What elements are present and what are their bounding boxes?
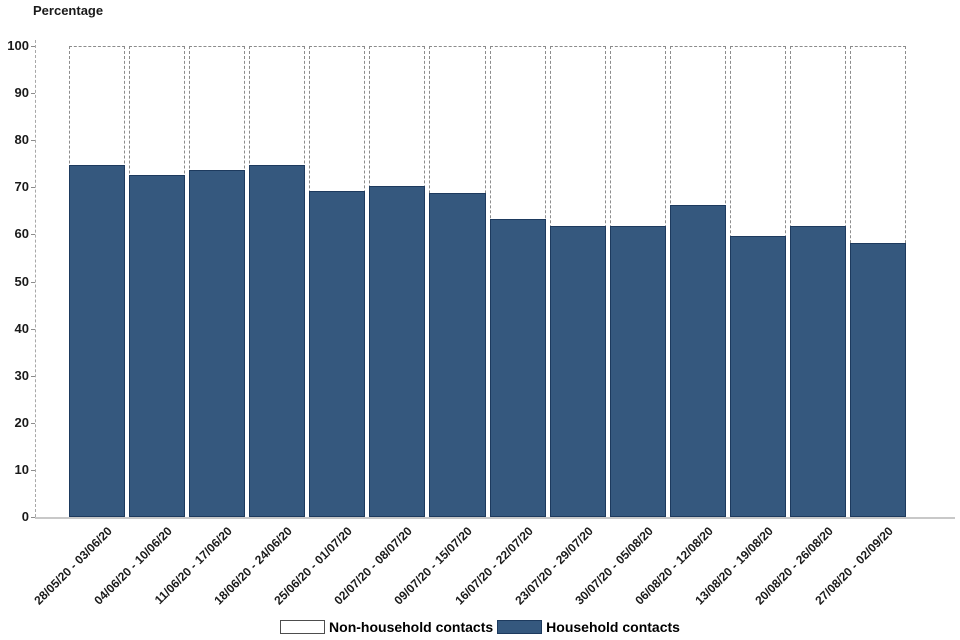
bar-household-segment bbox=[429, 193, 486, 517]
y-tick-label: 20 bbox=[14, 414, 29, 430]
x-axis-line bbox=[35, 517, 955, 519]
legend: Non-household contacts Household contact… bbox=[0, 619, 960, 635]
bar-household-segment bbox=[129, 174, 186, 517]
y-tick-label: 80 bbox=[14, 132, 29, 148]
bar-non-household-segment bbox=[489, 46, 546, 517]
bar-household-segment bbox=[369, 186, 426, 517]
y-tick-mark bbox=[31, 375, 35, 377]
y-tick-mark bbox=[31, 140, 35, 142]
legend-label-household: Household contacts bbox=[546, 619, 680, 635]
y-tick-mark bbox=[31, 234, 35, 236]
bar-non-household-segment bbox=[129, 46, 186, 517]
bar-household-segment bbox=[669, 205, 726, 517]
bar-non-household-segment bbox=[549, 46, 606, 517]
y-tick-mark bbox=[31, 281, 35, 283]
bar-household-segment bbox=[189, 169, 246, 517]
bar-household-segment bbox=[729, 235, 786, 517]
y-tick-label: 90 bbox=[14, 85, 29, 101]
y-tick-mark bbox=[31, 187, 35, 189]
bar-non-household-segment bbox=[850, 46, 907, 517]
bar-non-household-segment bbox=[189, 46, 246, 517]
y-tick-label: 40 bbox=[14, 320, 29, 336]
bar-non-household-segment bbox=[69, 46, 126, 517]
bar-non-household-segment bbox=[249, 46, 306, 517]
y-tick-mark bbox=[31, 517, 35, 518]
legend-label-non-household: Non-household contacts bbox=[329, 619, 494, 635]
bar-household-segment bbox=[549, 226, 606, 517]
y-tick-label: 10 bbox=[14, 461, 29, 477]
bar-non-household-segment bbox=[309, 46, 366, 517]
bar-non-household-segment bbox=[729, 46, 786, 517]
bar-household-segment bbox=[789, 226, 847, 517]
plot-area bbox=[69, 46, 907, 517]
y-tick-label: 100 bbox=[7, 38, 29, 53]
bar-household-segment bbox=[69, 165, 126, 517]
bar-household-segment bbox=[309, 191, 366, 517]
bar-non-household-segment bbox=[609, 46, 666, 517]
y-tick-mark bbox=[31, 469, 35, 471]
y-tick-label: 0 bbox=[21, 509, 29, 524]
y-axis-title: Percentage bbox=[33, 3, 104, 18]
bar-non-household-segment bbox=[369, 46, 426, 517]
y-tick-label: 60 bbox=[14, 226, 29, 242]
bar-household-segment bbox=[489, 219, 546, 517]
bar-household-segment bbox=[850, 242, 907, 517]
legend-swatch-household bbox=[497, 620, 543, 634]
y-axis-line bbox=[35, 40, 36, 517]
y-tick-label: 30 bbox=[14, 367, 29, 383]
y-tick-mark bbox=[31, 328, 35, 330]
bar-non-household-segment bbox=[429, 46, 486, 517]
bar-household-segment bbox=[249, 165, 306, 517]
y-tick-mark bbox=[31, 422, 35, 424]
y-tick-label: 70 bbox=[14, 179, 29, 195]
bar-non-household-segment bbox=[669, 46, 726, 517]
y-tick-mark bbox=[31, 93, 35, 95]
bar-household-segment bbox=[609, 226, 666, 517]
y-tick-label: 50 bbox=[14, 273, 29, 289]
legend-swatch-non-household bbox=[280, 620, 326, 634]
bar-non-household-segment bbox=[789, 46, 847, 517]
y-tick-mark bbox=[31, 46, 35, 47]
